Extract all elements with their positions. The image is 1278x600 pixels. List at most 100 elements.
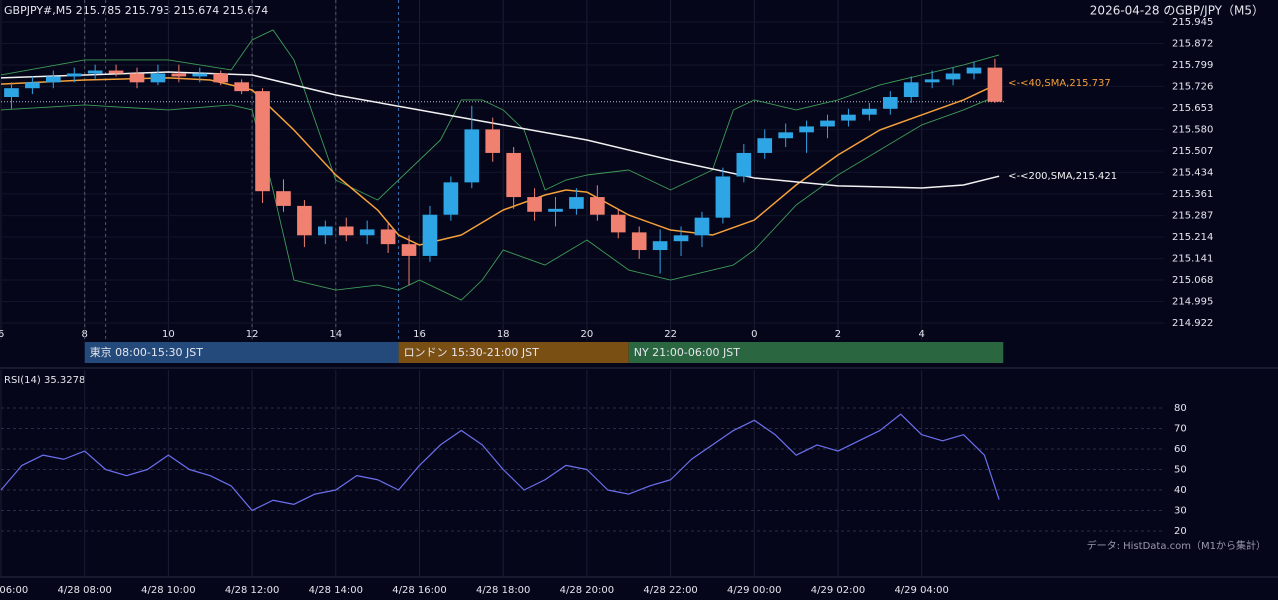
chart-title: GBPJPY#,M5 215.785 215.793 215.674 215.6… bbox=[4, 4, 268, 17]
candle-body bbox=[276, 191, 291, 206]
candle-body bbox=[778, 132, 793, 139]
candle-body bbox=[297, 205, 312, 236]
candle-body bbox=[318, 226, 333, 236]
candle-body bbox=[966, 67, 982, 74]
y-tick-label: 215.872 bbox=[1172, 38, 1213, 49]
y-tick-label: 214.922 bbox=[1172, 318, 1213, 329]
x-tick-label: 4/28 08:00 bbox=[57, 585, 111, 596]
candle-body bbox=[652, 241, 668, 251]
candle-body bbox=[987, 67, 1003, 102]
y-tick-label: 20 bbox=[1174, 526, 1187, 537]
candle-body bbox=[25, 82, 40, 89]
candle-body bbox=[359, 229, 375, 236]
x-tick-label: 4/28 10:00 bbox=[141, 585, 195, 596]
session-bar bbox=[628, 342, 1004, 363]
y-tick-label: 215.507 bbox=[1172, 146, 1213, 157]
candle-body bbox=[715, 176, 731, 218]
candle-body bbox=[673, 235, 689, 242]
x-tick-label: 18 bbox=[497, 329, 510, 340]
bollinger-band bbox=[0, 29, 1000, 201]
x-tick-label: 2 bbox=[835, 329, 841, 340]
x-tick-label: 20 bbox=[581, 329, 594, 340]
candle-body bbox=[862, 108, 877, 115]
candle-body bbox=[757, 138, 773, 153]
candle-body bbox=[610, 214, 626, 233]
y-tick-label: 30 bbox=[1174, 506, 1187, 517]
x-tick-label: 8 bbox=[82, 329, 88, 340]
session-label: ロンドン 15:30-21:00 JST bbox=[404, 346, 540, 359]
candle-body bbox=[338, 226, 354, 236]
candle-body bbox=[841, 114, 856, 121]
candle-body bbox=[45, 76, 61, 83]
candle-body bbox=[945, 73, 961, 80]
session-bar bbox=[398, 342, 629, 363]
candle-body bbox=[129, 73, 145, 83]
candle-body bbox=[255, 91, 270, 192]
x-tick-label: 4/28 22:00 bbox=[643, 585, 697, 596]
candle-body bbox=[924, 79, 940, 83]
y-tick-label: 60 bbox=[1174, 444, 1187, 455]
candle-body bbox=[694, 217, 710, 236]
session-bar bbox=[84, 342, 399, 363]
session-label: NY 21:00-06:00 JST bbox=[634, 346, 741, 359]
candle-body bbox=[464, 129, 480, 183]
rsi-title: RSI(14) 35.3278 bbox=[4, 375, 85, 386]
candle-body bbox=[4, 88, 19, 98]
chart-subtitle: 2026-04-28 のGBP/JPY（M5） bbox=[1090, 4, 1264, 18]
y-tick-label: 50 bbox=[1174, 465, 1187, 476]
candle-body bbox=[443, 182, 459, 215]
candle-body bbox=[903, 82, 919, 98]
x-tick-label: 4/29 04:00 bbox=[894, 585, 948, 596]
y-tick-label: 40 bbox=[1174, 485, 1187, 496]
candle-body bbox=[527, 197, 542, 212]
source-note: データ: HistData.com（M1から集計） bbox=[1087, 539, 1266, 552]
candle-body bbox=[234, 82, 249, 92]
candle-body bbox=[66, 73, 82, 77]
y-tick-label: 70 bbox=[1174, 424, 1187, 435]
y-tick-label: 215.580 bbox=[1172, 124, 1213, 135]
candle-body bbox=[506, 152, 521, 198]
y-tick-label: 215.141 bbox=[1172, 254, 1213, 265]
candle-body bbox=[569, 197, 584, 209]
candle-body bbox=[820, 120, 835, 127]
x-tick-label: 4/28 14:00 bbox=[309, 585, 363, 596]
candle-body bbox=[213, 73, 229, 83]
x-tick-label: 4/28 12:00 bbox=[225, 585, 279, 596]
candle-body bbox=[485, 129, 501, 153]
x-tick-label: 4/29 02:00 bbox=[811, 585, 865, 596]
rsi-line bbox=[0, 413, 1000, 512]
y-tick-label: 215.726 bbox=[1172, 81, 1213, 92]
x-tick-label: 12 bbox=[246, 329, 259, 340]
y-tick-label: 214.995 bbox=[1172, 297, 1213, 308]
candle-body bbox=[422, 214, 438, 256]
moving-average bbox=[0, 71, 1000, 189]
x-tick-label: 0 bbox=[751, 329, 757, 340]
candle-body bbox=[736, 152, 752, 177]
candle-body bbox=[548, 208, 563, 212]
x-tick-label: 4/29 00:00 bbox=[727, 585, 781, 596]
candle-body bbox=[882, 97, 898, 109]
x-tick-label: 4/28 18:00 bbox=[476, 585, 530, 596]
y-tick-label: 215.653 bbox=[1172, 103, 1213, 114]
series-label: <-<200,SMA,215.421 bbox=[1008, 171, 1117, 182]
candle-body bbox=[87, 70, 103, 74]
moving-average bbox=[0, 77, 1000, 246]
candle-body bbox=[401, 244, 417, 256]
candle-body bbox=[192, 73, 208, 77]
x-tick-label: 6 bbox=[0, 329, 4, 340]
candle-body bbox=[799, 126, 814, 133]
x-tick-label: 10 bbox=[162, 329, 175, 340]
y-tick-label: 215.434 bbox=[1172, 167, 1213, 178]
x-tick-label: 16 bbox=[413, 329, 426, 340]
y-tick-label: 215.287 bbox=[1172, 211, 1213, 222]
x-tick-label: 22 bbox=[664, 329, 677, 340]
candle-body bbox=[150, 73, 166, 83]
candle-body bbox=[590, 197, 605, 215]
x-tick-label: 4/28 20:00 bbox=[560, 585, 614, 596]
x-tick-label: 4/28 06:00 bbox=[0, 585, 28, 596]
x-tick-label: 4/28 16:00 bbox=[392, 585, 446, 596]
y-tick-label: 215.945 bbox=[1172, 17, 1213, 28]
y-tick-label: 215.799 bbox=[1172, 60, 1213, 71]
